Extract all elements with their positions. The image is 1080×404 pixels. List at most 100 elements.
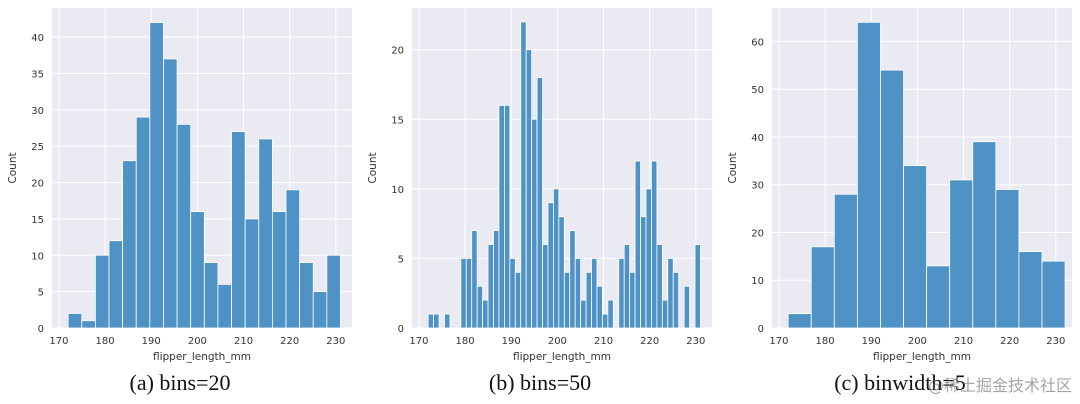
x-tick-label: 190 bbox=[862, 336, 881, 347]
x-tick-label: 220 bbox=[640, 336, 659, 347]
histogram-bar bbox=[536, 77, 543, 329]
caption-b: (b) bins=50 bbox=[488, 370, 592, 395]
histogram-bar bbox=[427, 313, 435, 329]
y-tick-label: 5 bbox=[38, 288, 44, 299]
x-tick-label: 170 bbox=[409, 336, 428, 347]
x-tick-label: 230 bbox=[686, 336, 705, 347]
histogram-bar bbox=[607, 299, 614, 329]
y-axis-label: Count bbox=[367, 152, 379, 183]
y-tick-label: 50 bbox=[751, 85, 764, 96]
histogram-bar bbox=[326, 254, 341, 329]
histogram-bar bbox=[553, 188, 560, 329]
x-tick-label: 170 bbox=[49, 336, 68, 347]
histogram-bar bbox=[810, 246, 835, 329]
histogram-bar bbox=[640, 216, 647, 329]
histogram-bar bbox=[563, 271, 571, 329]
histogram-bar bbox=[176, 123, 192, 329]
histogram-bar bbox=[833, 193, 858, 329]
histogram-bar bbox=[471, 230, 478, 329]
histogram-bar bbox=[149, 22, 164, 329]
histogram-bar bbox=[667, 258, 674, 329]
histogram-bar bbox=[995, 189, 1020, 329]
x-tick-label: 230 bbox=[1046, 336, 1065, 347]
y-tick-label: 0 bbox=[758, 324, 764, 335]
histogram-bar bbox=[482, 299, 489, 329]
x-tick-label: 170 bbox=[769, 336, 788, 347]
histogram-bar bbox=[694, 244, 701, 329]
y-tick-label: 10 bbox=[391, 185, 404, 196]
histogram-bar bbox=[465, 258, 473, 329]
y-tick-label: 15 bbox=[31, 215, 44, 226]
x-tick-label: 200 bbox=[188, 336, 207, 347]
y-tick-label: 40 bbox=[31, 33, 44, 44]
histogram-bar bbox=[514, 271, 522, 329]
histogram-bar bbox=[880, 69, 904, 329]
histogram-bar bbox=[531, 118, 538, 329]
histogram-bar bbox=[926, 265, 951, 329]
histogram-bar bbox=[574, 258, 582, 329]
caption-a: (a) bins=20 bbox=[129, 370, 231, 395]
y-tick-label: 60 bbox=[751, 37, 764, 48]
histogram-bar bbox=[558, 216, 565, 329]
x-tick-label: 180 bbox=[456, 336, 475, 347]
histogram-bar bbox=[487, 244, 494, 329]
y-tick-label: 35 bbox=[31, 69, 44, 80]
panel-binwidth-5: 0 10 20 30 40 50 60 170 180 190 200 210 220 230 flippe… bbox=[720, 0, 1080, 370]
y-tick-label: 30 bbox=[751, 181, 764, 192]
x-tick-label: 180 bbox=[96, 336, 115, 347]
histogram-bar bbox=[122, 160, 137, 329]
histogram-bar bbox=[972, 141, 997, 329]
histogram-bar bbox=[135, 116, 151, 329]
histogram-bar bbox=[903, 165, 928, 329]
histogram-bar bbox=[856, 21, 881, 329]
x-tick-label: 220 bbox=[280, 336, 299, 347]
y-tick-label: 5 bbox=[398, 254, 404, 265]
y-axis-label: Count bbox=[727, 152, 739, 183]
histogram-bar bbox=[525, 49, 533, 329]
histogram-bar bbox=[661, 299, 669, 329]
panel-bins-20: 0 5 10 15 20 25 30 35 40 170 180 190 200 210 220 230 fli… bbox=[0, 0, 360, 370]
watermark: @稀土掘金技术社区 bbox=[928, 376, 1073, 395]
histogram-bar bbox=[1041, 260, 1066, 329]
y-tick-label: 10 bbox=[31, 251, 44, 262]
histogram-bar bbox=[656, 244, 663, 329]
histogram-bar bbox=[651, 160, 658, 329]
histogram-bar bbox=[498, 104, 505, 329]
y-axis-label: Count bbox=[7, 152, 19, 183]
histogram-bar bbox=[949, 179, 974, 329]
histogram-chart-a: 0 5 10 15 20 25 30 35 40 170 180 190 200 210 220 230 fli… bbox=[7, 8, 352, 363]
histogram-bar bbox=[433, 313, 440, 329]
histogram-bar bbox=[299, 262, 314, 329]
histogram-bar bbox=[163, 58, 178, 329]
caption-c: (c) binwidth=5 bbox=[834, 370, 966, 395]
histogram-bar bbox=[618, 258, 625, 329]
histogram-bar bbox=[503, 104, 511, 329]
histogram-bar bbox=[520, 21, 527, 329]
histogram-bar bbox=[217, 283, 232, 329]
x-tick-label: 230 bbox=[326, 336, 345, 347]
histogram-bar bbox=[203, 262, 219, 329]
histogram-bar bbox=[81, 320, 96, 329]
histogram-bar bbox=[108, 240, 124, 329]
x-tick-label: 190 bbox=[502, 336, 521, 347]
histogram-bar bbox=[623, 244, 631, 329]
histogram-bar bbox=[645, 188, 652, 329]
x-tick-label: 210 bbox=[234, 336, 253, 347]
histogram-bar bbox=[285, 189, 301, 329]
x-tick-label: 190 bbox=[142, 336, 161, 347]
histogram-bar bbox=[585, 271, 592, 329]
histogram-bar bbox=[787, 313, 812, 329]
y-tick-label: 20 bbox=[391, 46, 404, 57]
y-tick-label: 40 bbox=[751, 133, 764, 144]
histogram-bar bbox=[460, 258, 467, 329]
histogram-bar bbox=[683, 285, 690, 329]
y-tick-label: 25 bbox=[31, 142, 44, 153]
histogram-bar bbox=[591, 258, 598, 329]
histogram-bar bbox=[1018, 251, 1043, 329]
y-tick-label: 20 bbox=[31, 179, 44, 190]
histogram-bar bbox=[476, 285, 484, 329]
histogram-bar bbox=[444, 313, 451, 329]
histogram-bar bbox=[634, 160, 641, 329]
histogram-bar bbox=[569, 230, 576, 329]
histogram-chart-c: 0 10 20 30 40 50 60 170 180 190 200 210 220 230 flippe… bbox=[727, 8, 1072, 363]
